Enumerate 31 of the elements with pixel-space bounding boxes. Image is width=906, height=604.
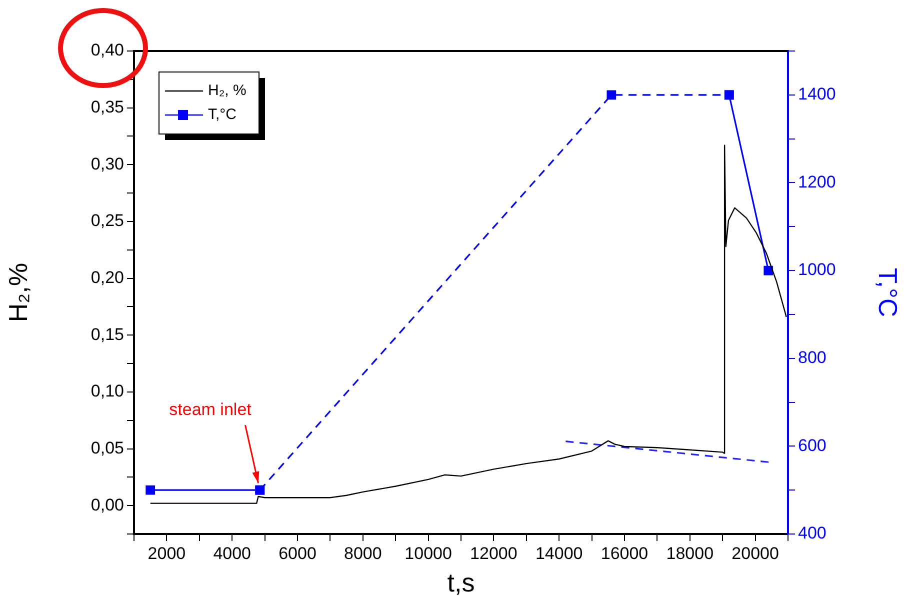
y2-tick-label: 800 [798,348,826,368]
x-tick-label: 6000 [278,544,316,563]
y-tick-label: 0,35 [90,98,124,117]
legend-label: H₂, % [208,82,246,100]
x-tick-label: 18000 [666,544,714,563]
legend-label: T,°C [208,106,237,124]
y2-tick-label: 1200 [798,172,836,192]
x-tick-label: 10000 [404,544,452,563]
y2-axis-title: T,°C [873,268,904,318]
x-tick-label: 2000 [148,544,186,563]
y-tick-label: 0,10 [90,382,124,401]
x-axis-title: t,s [447,568,475,598]
y2-tick-label: 1000 [798,260,836,280]
x-tick-label: 8000 [344,544,382,563]
annotation: steam inlet [169,400,252,420]
x-tick-label: 20000 [732,544,779,563]
y2-tick-label: 600 [798,436,826,455]
y-tick-label: 0,20 [90,268,124,287]
x-tick-label: 4000 [213,544,252,563]
y2-tick-label: 1400 [798,84,836,104]
y-tick-label: 0,40 [90,40,124,60]
x-tick-label: 14000 [535,544,583,563]
y-tick-label: 0,15 [90,324,124,344]
y-tick-label: 0,05 [90,438,124,458]
y-axis-title: H₂,% [2,262,33,322]
y-tick-label: 0,00 [90,495,124,514]
y-tick-label: 0,30 [90,154,124,174]
x-tick-label: 16000 [600,544,648,563]
x-tick-label: 12000 [470,544,518,563]
y-tick-label: 0,25 [90,211,124,230]
y2-tick-label: 400 [798,524,826,543]
